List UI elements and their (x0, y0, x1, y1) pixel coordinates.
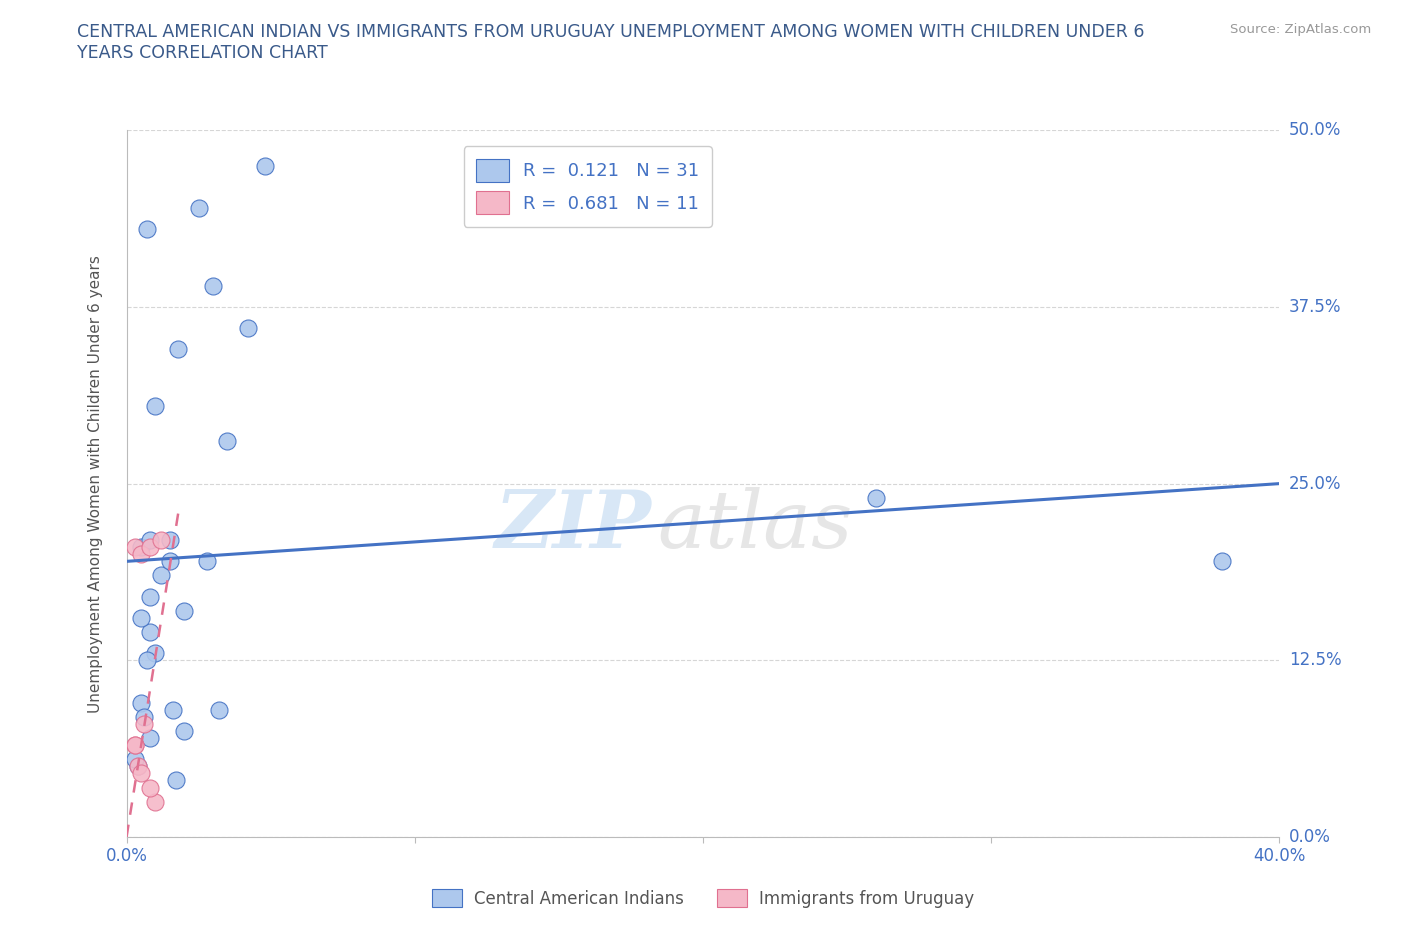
Point (167, 342, 190, 357)
Point (129, 547, 152, 562)
Point (132, 716, 155, 731)
Point (1211, 554, 1233, 569)
Point (129, 696, 152, 711)
Point (132, 710, 155, 724)
Y-axis label: Unemployment Among Women with Children Under 6 years: Unemployment Among Women with Children U… (89, 255, 103, 712)
Point (217, 433, 239, 448)
Point (253, 158, 276, 173)
Legend: R =  0.121   N = 31, R =  0.681   N = 11: R = 0.121 N = 31, R = 0.681 N = 11 (464, 146, 711, 227)
Point (138, 731, 160, 746)
Point (208, 702, 231, 717)
Point (145, 645, 166, 660)
Point (173, 724, 195, 738)
Point (865, 490, 887, 505)
Point (236, 321, 259, 336)
Point (138, 539, 160, 554)
Text: 37.5%: 37.5% (1289, 298, 1341, 316)
Legend: Central American Indians, Immigrants from Uruguay: Central American Indians, Immigrants fro… (426, 883, 980, 914)
Point (150, 533, 173, 548)
Text: Source: ZipAtlas.com: Source: ZipAtlas.com (1230, 23, 1371, 36)
Point (145, 794, 166, 809)
Point (173, 604, 195, 618)
Point (195, 554, 218, 569)
Point (124, 737, 146, 752)
Point (124, 751, 146, 766)
Point (165, 773, 187, 788)
Point (138, 625, 160, 640)
Text: 12.5%: 12.5% (1289, 651, 1341, 670)
Point (129, 766, 152, 781)
Text: CENTRAL AMERICAN INDIAN VS IMMIGRANTS FROM URUGUAY UNEMPLOYMENT AMONG WOMEN WITH: CENTRAL AMERICAN INDIAN VS IMMIGRANTS FR… (77, 23, 1144, 62)
Point (127, 759, 149, 774)
Point (202, 278, 225, 293)
Text: atlas: atlas (657, 487, 852, 565)
Point (138, 590, 160, 604)
Text: 25.0%: 25.0% (1289, 474, 1341, 493)
Point (138, 533, 160, 548)
Point (162, 702, 184, 717)
Text: ZIP: ZIP (495, 487, 651, 565)
Point (127, 759, 149, 774)
Point (159, 554, 181, 569)
Point (187, 201, 209, 216)
Text: 0.0%: 0.0% (1289, 828, 1331, 846)
Point (129, 610, 152, 625)
Point (124, 539, 146, 554)
Point (159, 533, 181, 548)
Point (135, 221, 157, 236)
Point (129, 539, 152, 554)
Point (135, 653, 157, 668)
Point (150, 568, 173, 583)
Point (145, 398, 166, 413)
Point (138, 780, 160, 795)
Point (124, 737, 146, 752)
Text: 50.0%: 50.0% (1289, 121, 1341, 140)
